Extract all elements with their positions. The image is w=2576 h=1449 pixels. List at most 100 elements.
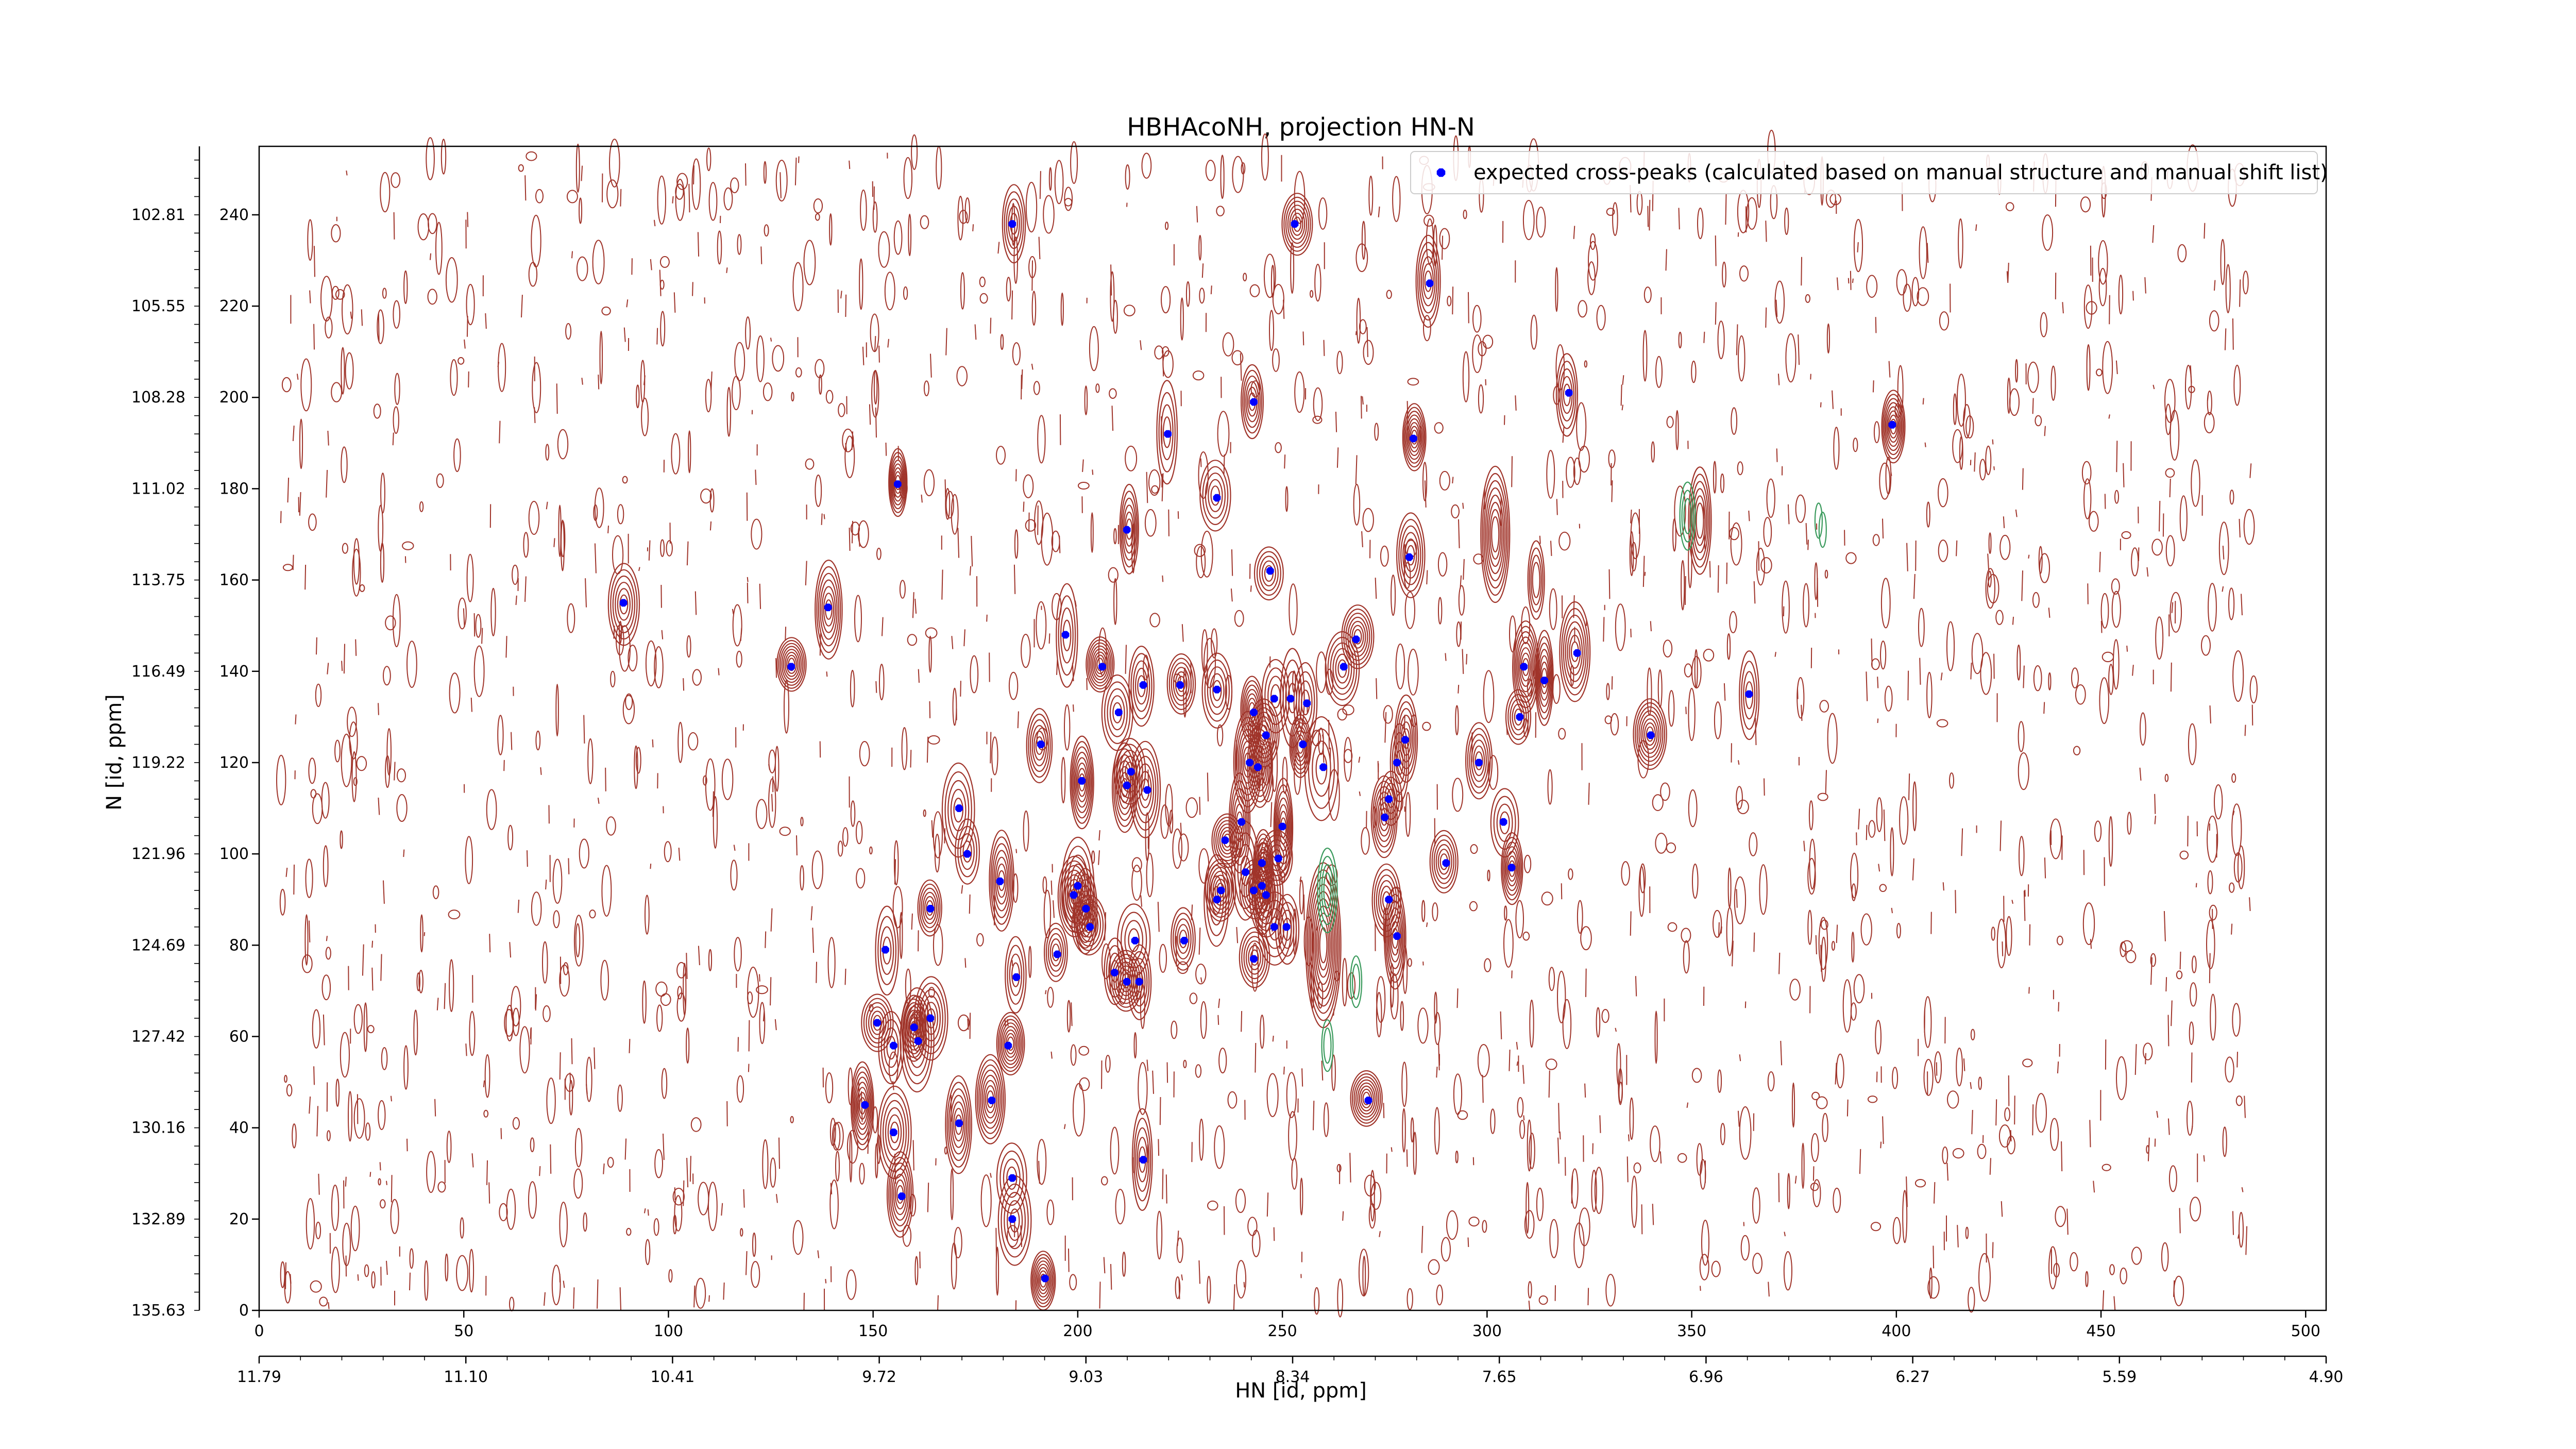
noise-contour (2070, 1252, 2078, 1272)
y-tick-label: 140 (219, 663, 249, 681)
noise-contour (1375, 578, 1377, 599)
noise-contour (717, 230, 722, 265)
x-ppm-tick-label: 8.34 (1276, 1368, 1310, 1386)
noise-contour (1631, 1175, 1638, 1228)
noise-contour (1400, 1001, 1404, 1031)
noise-contour (1355, 331, 1357, 335)
noise-contour (1463, 209, 1467, 220)
peak-contour (1341, 604, 1375, 669)
noise-contour (1787, 1173, 1790, 1209)
noise-contour (512, 564, 519, 585)
noise-contour (2190, 982, 2197, 1007)
noise-contour (1070, 141, 1078, 184)
noise-contour (1395, 643, 1405, 689)
noise-contour (849, 1132, 853, 1183)
noise-contour (872, 201, 878, 233)
noise-contour (1434, 1012, 1441, 1045)
peak-contour (1207, 863, 1234, 918)
noise-contour (1642, 555, 1645, 587)
peak-contour (781, 646, 802, 683)
noise-contour (1240, 353, 1242, 381)
noise-contour (825, 1072, 834, 1104)
peak-contour (1281, 193, 1313, 256)
peak-contour (1136, 763, 1155, 816)
noise-contour (930, 353, 932, 378)
noise-contour (997, 242, 1000, 254)
peak-contour (1211, 870, 1231, 910)
peak-contour (863, 998, 892, 1048)
noise-contour (383, 666, 391, 686)
noise-contour (515, 595, 517, 605)
cross-peak-marker (1385, 795, 1393, 803)
noise-contour (2208, 583, 2217, 632)
cross-peak-marker (1507, 864, 1516, 872)
noise-contour (597, 797, 600, 804)
noise-contour (1699, 1254, 1709, 1280)
peak-contour (1037, 1267, 1049, 1294)
noise-contour (1233, 1284, 1235, 1311)
peak-contour (1400, 525, 1421, 585)
noise-contour (1549, 1219, 1559, 1258)
noise-contour (1198, 1260, 1200, 1284)
y-ppm-tick-label: 108.28 (131, 389, 185, 407)
peak-contour (1253, 745, 1267, 786)
noise-contour (1361, 827, 1370, 855)
cross-peak-marker (1131, 937, 1139, 945)
noise-contour (1008, 671, 1019, 700)
noise-contour (1456, 621, 1462, 647)
noise-contour (774, 746, 779, 792)
noise-contour (1457, 1110, 1468, 1120)
noise-contour (383, 880, 385, 904)
noise-contour (1826, 323, 1830, 354)
noise-contour (2061, 1141, 2063, 1172)
cross-peak-marker (1393, 759, 1401, 767)
noise-contour (559, 964, 570, 997)
noise-contour (327, 663, 329, 675)
peak-contour (905, 1003, 929, 1076)
noise-contour (1817, 793, 1828, 801)
noise-contour (1731, 407, 1738, 435)
noise-contour (469, 1010, 476, 1056)
peak-contour (1239, 927, 1270, 988)
noise-contour (945, 488, 951, 520)
noise-contour (326, 1130, 331, 1141)
noise-contour (1216, 724, 1224, 747)
noise-contour (1578, 300, 1588, 318)
peak-contour (1213, 816, 1242, 865)
noise-contour (2222, 546, 2225, 560)
peak-contour (1355, 1079, 1378, 1118)
noise-contour (1853, 218, 1863, 273)
peak-contour (1469, 733, 1489, 788)
noise-contour (819, 633, 821, 656)
noise-contour (829, 1180, 839, 1229)
peak-contour (1741, 661, 1758, 730)
noise-contour (850, 800, 856, 827)
noise-contour (1162, 1169, 1164, 1200)
noise-contour (1362, 508, 1374, 532)
noise-contour (1455, 1150, 1459, 1164)
noise-contour (299, 418, 303, 469)
noise-contour (884, 272, 895, 311)
noise-contour (951, 494, 959, 535)
cross-peak-marker (1115, 709, 1123, 716)
noise-contour (2104, 494, 2106, 509)
noise-contour (619, 1287, 621, 1311)
cross-peak-marker (1442, 859, 1450, 867)
noise-contour (708, 182, 718, 221)
noise-contour (321, 974, 331, 1001)
noise-contour (860, 189, 867, 231)
noise-contour (612, 535, 624, 575)
noise-contour (1078, 1046, 1089, 1056)
peak-contour (1696, 502, 1704, 539)
noise-contour (1739, 265, 1749, 282)
noise-contour (2011, 900, 2013, 904)
noise-contour (892, 1081, 894, 1090)
noise-contour (2201, 635, 2211, 656)
noise-contour (2195, 883, 2197, 888)
peak-contour (1173, 667, 1190, 701)
noise-contour (1286, 1072, 1297, 1118)
noise-contour (1196, 546, 1206, 578)
peak-contour (1074, 873, 1096, 949)
cross-peak-marker (1319, 763, 1327, 771)
noise-contour (316, 637, 317, 655)
